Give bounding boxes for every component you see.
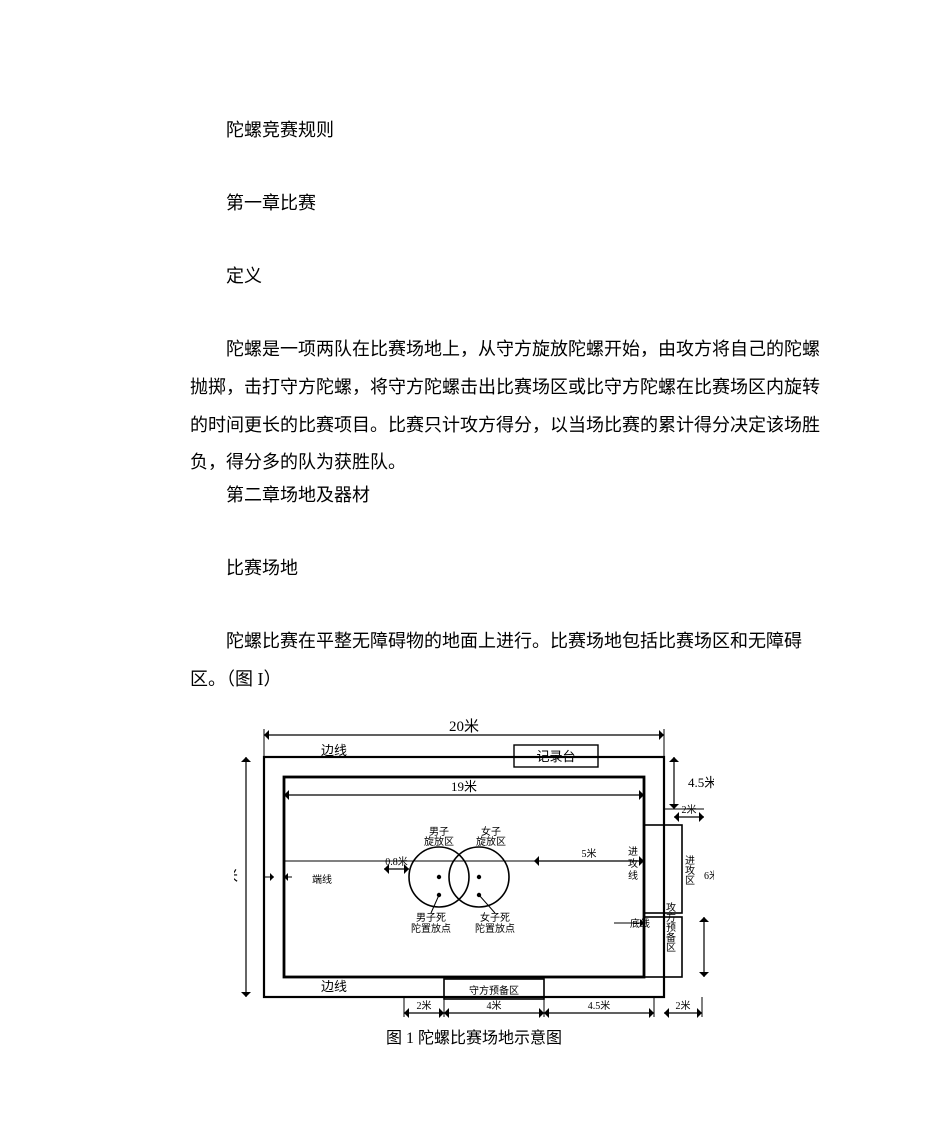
svg-text:旋放区: 旋放区	[476, 835, 506, 848]
chapter-2-heading: 第二章场地及器材	[190, 477, 830, 515]
svg-text:攻: 攻	[628, 857, 638, 870]
svg-text:20米: 20米	[449, 718, 479, 735]
definition-heading: 定义	[190, 258, 830, 296]
svg-text:陀置放点: 陀置放点	[411, 922, 451, 935]
svg-text:边线: 边线	[321, 979, 347, 994]
svg-text:端线: 端线	[312, 873, 332, 886]
svg-text:陀置放点: 陀置放点	[475, 922, 515, 935]
document-page: 陀螺竞赛规则 第一章比赛 定义 陀螺是一项两队在比赛场地上，从守方旋放陀螺开始，…	[0, 0, 945, 1123]
definition-body: 陀螺是一项两队在比赛场地上，从守方旋放陀螺开始，由攻方将自己的陀螺抛掷，击打守方…	[190, 331, 830, 482]
svg-text:6米: 6米	[704, 869, 714, 882]
field-diagram-svg: 20米边线记录台15米端线19米4.5米2米5米进攻线进攻区6米底线攻方预备区4…	[234, 717, 714, 1057]
svg-text:守方预备区: 守方预备区	[469, 984, 519, 997]
chapter-1-heading: 第一章比赛	[190, 185, 830, 223]
svg-text:15米: 15米	[234, 868, 238, 885]
svg-text:旋放区: 旋放区	[424, 835, 454, 848]
svg-text:进: 进	[628, 846, 638, 858]
svg-text:5米: 5米	[582, 847, 597, 860]
svg-text:攻方预备区: 攻方预备区	[664, 901, 676, 952]
doc-title: 陀螺竞赛规则	[190, 112, 830, 150]
field-figure: 20米边线记录台15米端线19米4.5米2米5米进攻线进攻区6米底线攻方预备区4…	[234, 717, 714, 1057]
svg-text:2米: 2米	[417, 999, 432, 1012]
svg-text:进攻区: 进攻区	[683, 855, 695, 885]
svg-text:图 1 陀螺比赛场地示意图: 图 1 陀螺比赛场地示意图	[386, 1028, 562, 1047]
svg-text:2米: 2米	[682, 803, 697, 816]
svg-text:19米: 19米	[451, 779, 477, 794]
svg-text:4.5米: 4.5米	[588, 999, 611, 1012]
svg-text:4米: 4米	[487, 999, 502, 1012]
svg-text:2米: 2米	[676, 999, 691, 1012]
venue-heading: 比赛场地	[190, 550, 830, 588]
svg-text:边线: 边线	[321, 743, 347, 758]
svg-text:4.5米: 4.5米	[688, 775, 714, 790]
svg-text:男子死: 男子死	[416, 912, 446, 924]
venue-body: 陀螺比赛在平整无障碍物的地面上进行。比赛场地包括比赛场区和无障碍区。（图 I）	[190, 623, 830, 699]
svg-text:记录台: 记录台	[536, 749, 575, 764]
svg-text:0.8米: 0.8米	[385, 855, 408, 868]
svg-text:线: 线	[628, 869, 638, 882]
